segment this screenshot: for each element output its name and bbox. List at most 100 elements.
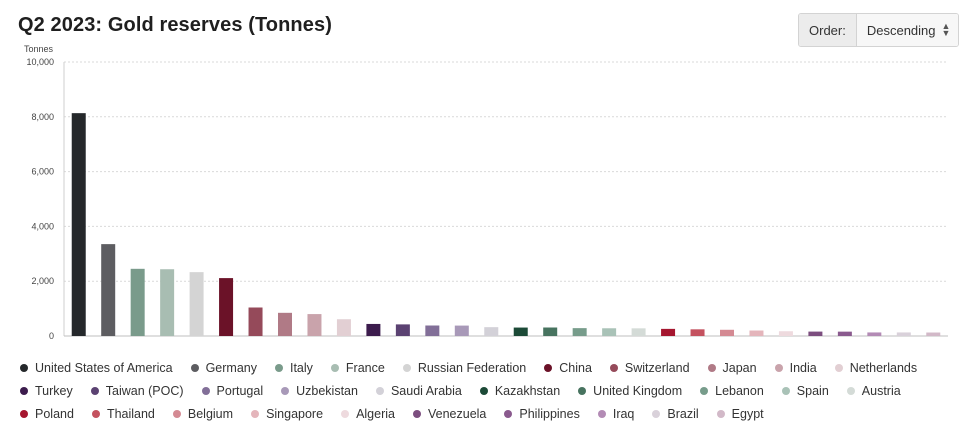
legend-item[interactable]: France xyxy=(330,360,385,375)
legend-item[interactable]: Brazil xyxy=(652,406,699,421)
legend-item[interactable]: Turkey xyxy=(20,383,73,398)
legend-label: Switzerland xyxy=(624,360,690,375)
legend-label: Singapore xyxy=(266,406,324,421)
legend-item[interactable]: United States of America xyxy=(20,360,173,375)
bar: France: 2437 xyxy=(160,269,175,336)
legend-swatch-icon xyxy=(504,409,513,418)
legend-label: Belgium xyxy=(187,406,234,421)
y-axis-label: Tonnes xyxy=(24,44,54,54)
bar: Kazakhstan: 308 xyxy=(513,327,528,336)
legend-swatch-icon xyxy=(91,409,100,418)
legend-swatch-icon xyxy=(597,409,606,418)
legend-item[interactable]: Philippines xyxy=(504,406,580,421)
legend-item[interactable]: Russian Federation xyxy=(402,360,527,375)
legend-item[interactable]: Germany xyxy=(190,360,257,375)
legend-label: France xyxy=(345,360,385,375)
legend-item[interactable]: Iraq xyxy=(597,406,635,421)
legend-swatch-icon xyxy=(20,409,28,418)
order-select[interactable]: Descending ▲ ▼ xyxy=(856,14,959,46)
bar: Singapore: 200 xyxy=(749,330,764,336)
legend-label: Kazakhstan xyxy=(494,383,561,398)
legend-label: Uzbekistan xyxy=(296,383,358,398)
legend-label: Algeria xyxy=(356,406,395,421)
bar: Spain: 282 xyxy=(602,328,617,336)
legend-item[interactable]: Poland xyxy=(20,406,74,421)
legend-swatch-icon xyxy=(781,386,790,395)
y-tick-label: 10,000 xyxy=(26,57,54,67)
bar: Thailand: 244 xyxy=(690,329,705,336)
legend-swatch-icon xyxy=(578,386,587,395)
legend-label: India xyxy=(789,360,817,375)
legend-item[interactable]: Venezuela xyxy=(412,406,486,421)
legend-item[interactable]: Egypt xyxy=(716,406,764,421)
legend-label: Portugal xyxy=(216,383,264,398)
legend-item[interactable]: India xyxy=(774,360,817,375)
legend-swatch-icon xyxy=(281,386,290,395)
chart-title: Q2 2023: Gold reserves (Tonnes) xyxy=(18,14,332,36)
legend-swatch-icon xyxy=(652,409,661,418)
legend-item[interactable]: Saudi Arabia xyxy=(375,383,462,398)
legend-item[interactable]: Italy xyxy=(274,360,313,375)
legend-item[interactable]: Singapore xyxy=(251,406,323,421)
bar: Taiwan (POC): 424 xyxy=(395,324,410,336)
legend-item[interactable]: Austria xyxy=(846,383,901,398)
bar: Russian Federation: 2330 xyxy=(189,272,204,336)
legend-item[interactable]: Lebanon xyxy=(700,383,764,398)
legend-swatch-icon xyxy=(375,386,384,395)
legend-item[interactable]: China xyxy=(544,360,592,375)
legend-swatch-icon xyxy=(716,409,725,418)
legend-label: Philippines xyxy=(519,406,580,421)
legend-item[interactable]: Netherlands xyxy=(834,360,917,375)
legend-label: United States of America xyxy=(35,360,173,375)
legend-item[interactable]: Kazakhstan xyxy=(479,383,561,398)
legend-label: Russian Federation xyxy=(417,360,527,375)
legend-label: Italy xyxy=(289,360,313,375)
legend-label: Iraq xyxy=(612,406,635,421)
bar: Iraq: 130 xyxy=(867,332,882,336)
legend-swatch-icon xyxy=(544,363,553,372)
legend-label: Taiwan (POC) xyxy=(105,383,184,398)
legend-item[interactable]: Uzbekistan xyxy=(281,383,358,398)
legend-swatch-icon xyxy=(330,363,339,372)
legend-swatch-icon xyxy=(201,386,210,395)
legend-item[interactable]: Algeria xyxy=(341,406,395,421)
y-tick-label: 0 xyxy=(49,331,54,341)
order-value: Descending xyxy=(866,22,936,38)
bar: Venezuela: 161 xyxy=(808,331,823,336)
legend-swatch-icon xyxy=(412,409,421,418)
bar-chart: Tonnes 0 2,000 4,000 6,000 8,000 10,000 United … xyxy=(24,44,948,341)
legend-label: Lebanon xyxy=(715,383,764,398)
bar: Uzbekistan: 380 xyxy=(454,325,469,336)
bar: Switzerland: 1040 xyxy=(248,307,263,336)
order-control[interactable]: Order: Descending ▲ ▼ xyxy=(798,13,960,47)
legend-label: United Kingdom xyxy=(593,383,683,398)
legend-label: Egypt xyxy=(731,406,764,421)
legend-swatch-icon xyxy=(20,386,28,395)
y-tick-label: 2,000 xyxy=(31,276,54,286)
legend-swatch-icon xyxy=(172,409,181,418)
legend-swatch-icon xyxy=(609,363,618,372)
legend-label: China xyxy=(559,360,592,375)
legend-item[interactable]: Spain xyxy=(781,383,829,398)
bar: United Kingdom: 310 xyxy=(543,327,558,336)
legend-item[interactable]: Portugal xyxy=(201,383,264,398)
bar: India: 800 xyxy=(307,314,322,336)
legend-item[interactable]: Japan xyxy=(707,360,757,375)
legend-item[interactable]: Belgium xyxy=(172,406,234,421)
bar: Egypt: 127 xyxy=(926,332,941,336)
bar: Poland: 260 xyxy=(661,328,676,336)
bar: Netherlands: 612 xyxy=(336,319,351,336)
legend-item[interactable]: United Kingdom xyxy=(578,383,682,398)
y-tick-label: 6,000 xyxy=(31,167,54,177)
bar: Lebanon: 287 xyxy=(572,328,587,336)
legend-item[interactable]: Switzerland xyxy=(609,360,690,375)
bar: Turkey: 440 xyxy=(366,323,381,336)
legend-label: Brazil xyxy=(667,406,699,421)
legend-swatch-icon xyxy=(834,363,843,372)
legend-swatch-icon xyxy=(846,386,855,395)
legend-label: Saudi Arabia xyxy=(390,383,462,398)
legend-item[interactable]: Thailand xyxy=(91,406,155,421)
legend-swatch-icon xyxy=(274,363,283,372)
bar: Italy: 2452 xyxy=(130,268,145,336)
legend-item[interactable]: Taiwan (POC) xyxy=(90,383,184,398)
